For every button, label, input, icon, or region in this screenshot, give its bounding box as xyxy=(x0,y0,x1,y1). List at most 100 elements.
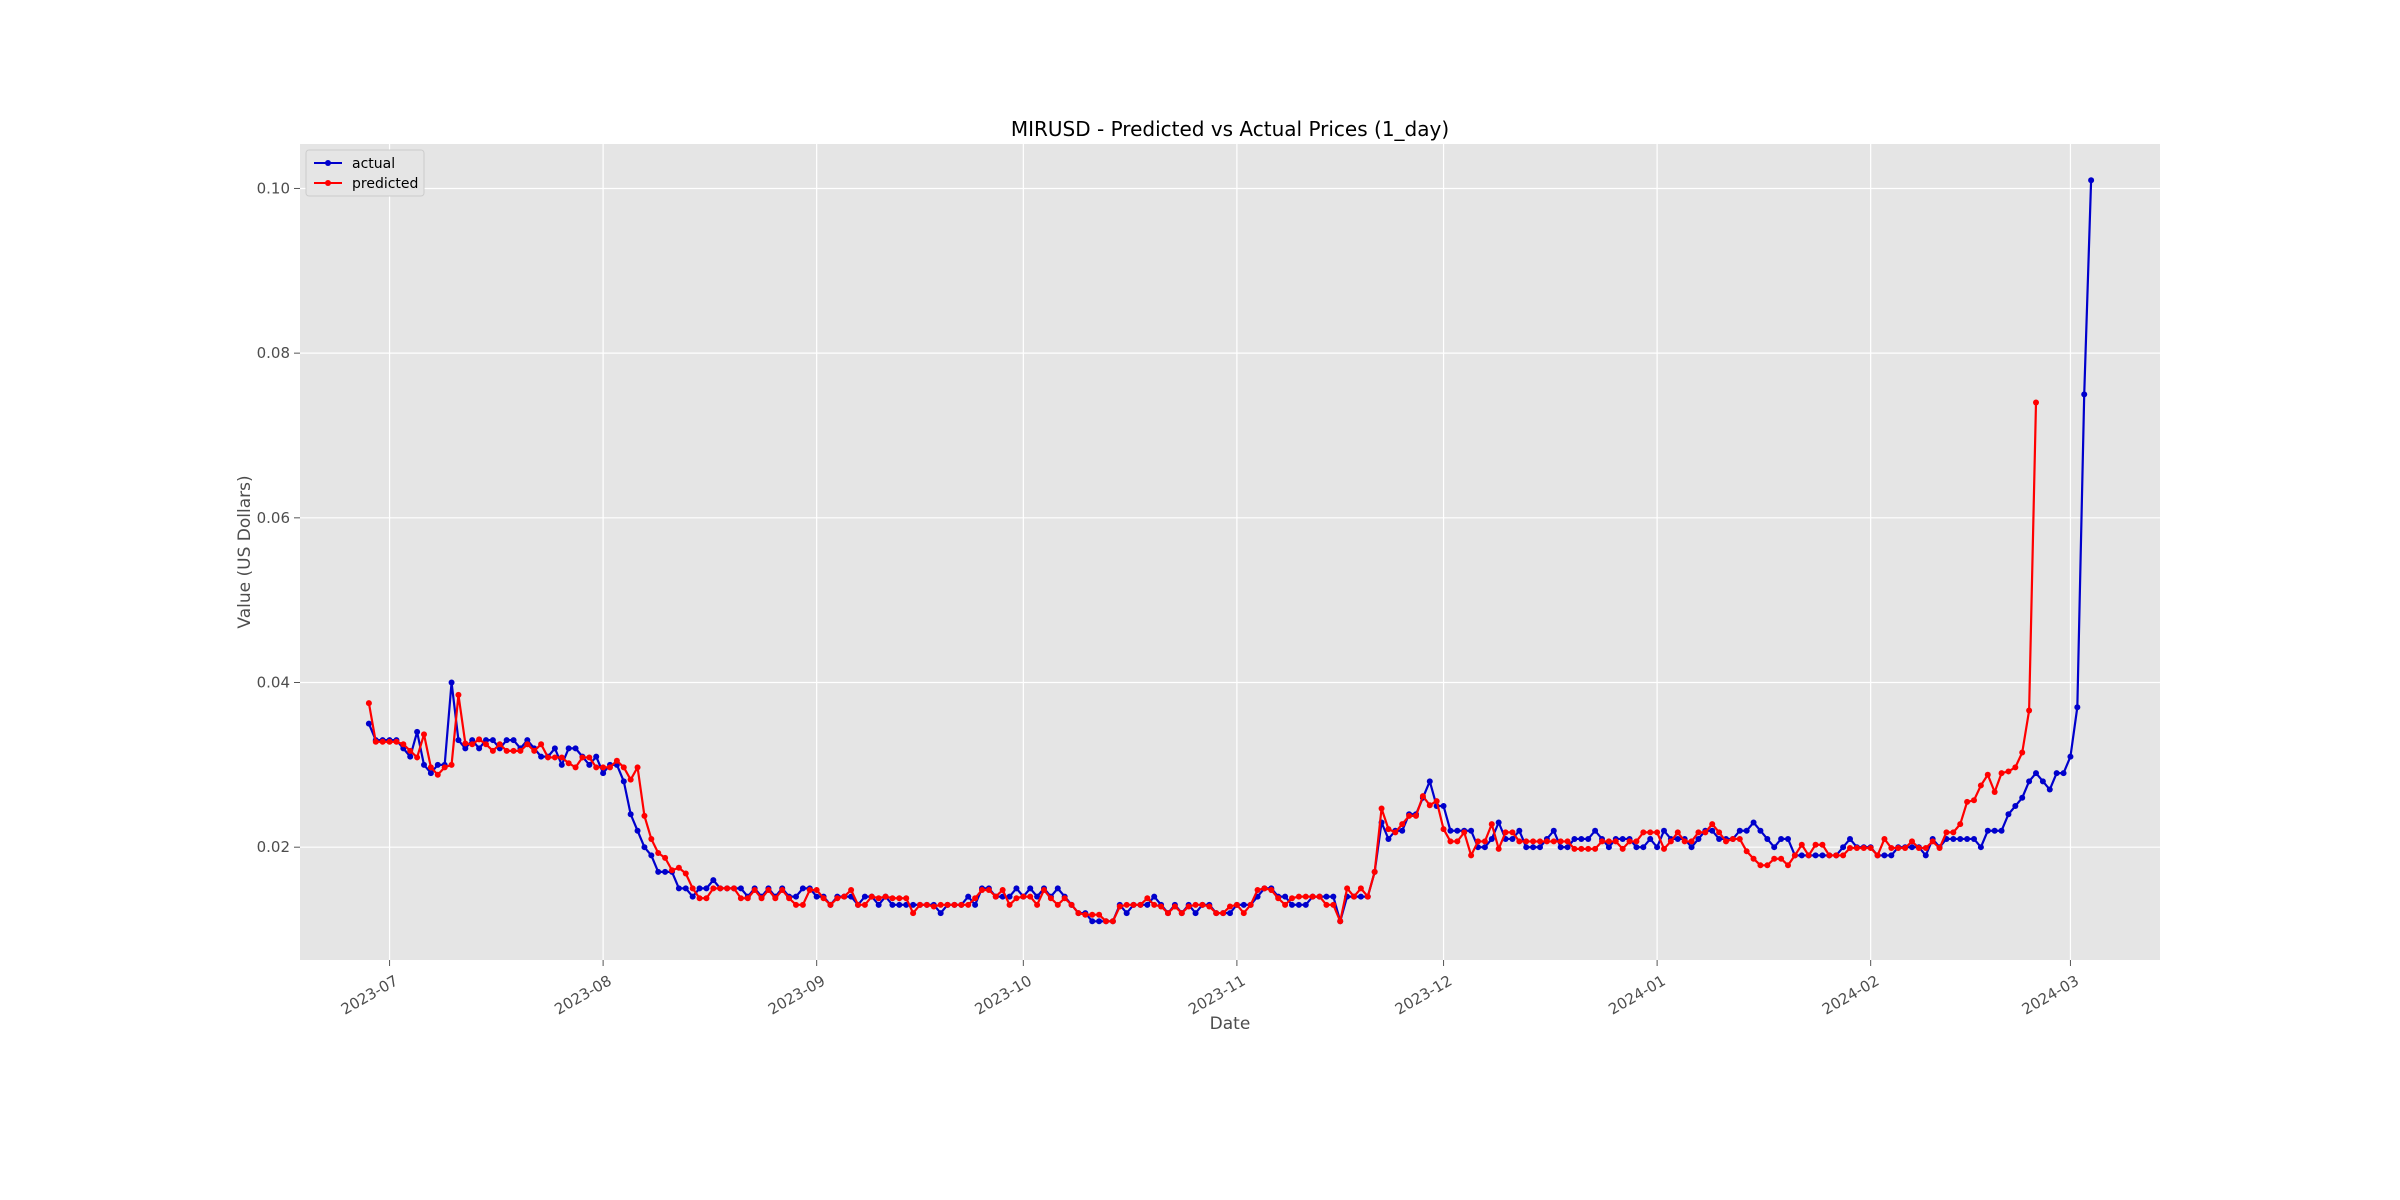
actual-point xyxy=(1054,885,1061,892)
actual-point xyxy=(2088,177,2095,184)
predicted-point xyxy=(1833,852,1840,859)
actual-point xyxy=(896,901,903,908)
actual-point xyxy=(434,761,441,768)
predicted-point xyxy=(1089,911,1096,918)
predicted-point xyxy=(1344,885,1351,892)
predicted-point xyxy=(1812,841,1819,848)
actual-point xyxy=(710,877,717,884)
actual-point xyxy=(1571,835,1578,842)
predicted-point xyxy=(737,895,744,902)
actual-point xyxy=(1991,827,1998,834)
actual-point xyxy=(972,901,979,908)
actual-point xyxy=(1964,835,1971,842)
predicted-point xyxy=(1385,826,1392,833)
predicted-point xyxy=(1523,838,1530,845)
actual-point xyxy=(1564,844,1571,851)
actual-point xyxy=(737,885,744,892)
predicted-point xyxy=(1371,868,1378,875)
actual-point xyxy=(1971,835,1977,842)
predicted-point xyxy=(441,764,448,771)
actual-point xyxy=(1089,918,1096,925)
predicted-point xyxy=(386,738,393,745)
predicted-point xyxy=(1743,848,1750,855)
legend-box xyxy=(305,149,425,197)
actual-point xyxy=(875,901,882,908)
predicted-point xyxy=(1144,895,1151,902)
predicted-point xyxy=(1433,798,1440,805)
predicted-point xyxy=(483,741,489,748)
actual-point xyxy=(1481,844,1488,851)
actual-point xyxy=(696,885,703,892)
predicted-point xyxy=(600,764,607,771)
predicted-point xyxy=(427,764,434,771)
predicted-point xyxy=(379,738,386,745)
predicted-point xyxy=(1929,838,1936,845)
predicted-point xyxy=(531,747,538,754)
predicted-point xyxy=(1247,901,1254,908)
actual-point xyxy=(627,811,634,818)
predicted-point xyxy=(579,754,586,761)
actual-point xyxy=(1605,844,1612,851)
predicted-point xyxy=(1013,895,1020,902)
actual-point xyxy=(1385,835,1392,842)
predicted-point xyxy=(2012,764,2019,771)
actual-point xyxy=(1282,893,1289,900)
predicted-point xyxy=(627,776,634,783)
predicted-point xyxy=(937,901,944,908)
predicted-point xyxy=(813,887,820,894)
predicted-point xyxy=(1537,838,1543,845)
actual-point xyxy=(2039,778,2046,785)
predicted-point xyxy=(1860,845,1867,852)
actual-point xyxy=(2067,753,2074,760)
actual-point xyxy=(662,868,669,875)
actual-point xyxy=(655,868,662,875)
series-predicted xyxy=(365,399,2039,925)
predicted-point xyxy=(1261,885,1268,892)
predicted-point xyxy=(744,895,751,902)
predicted-point xyxy=(1702,829,1709,836)
predicted-point xyxy=(2005,768,2012,775)
predicted-point xyxy=(1233,901,1240,908)
actual-point xyxy=(1357,893,1364,900)
predicted-point xyxy=(1399,821,1406,828)
predicted-point xyxy=(1943,829,1950,836)
predicted-point xyxy=(1619,845,1626,852)
predicted-point xyxy=(586,754,593,761)
predicted-point xyxy=(731,885,737,892)
actual-point xyxy=(793,893,799,900)
actual-point xyxy=(1750,819,1757,826)
predicted-point xyxy=(1847,845,1853,852)
actual-point xyxy=(675,885,682,892)
actual-point xyxy=(1950,835,1957,842)
actual-point xyxy=(483,737,489,744)
predicted-point xyxy=(1922,845,1929,852)
predicted-point xyxy=(682,870,689,877)
predicted-point xyxy=(710,885,717,892)
predicted-point xyxy=(786,895,793,902)
predicted-point xyxy=(758,895,765,902)
actual-point xyxy=(1909,844,1915,851)
predicted-point xyxy=(1805,852,1812,859)
predicted-point xyxy=(910,910,917,917)
actual-point xyxy=(1785,835,1791,842)
legend-actual-label: actual xyxy=(352,156,395,172)
predicted-point xyxy=(1798,841,1805,848)
predicted-point xyxy=(489,747,496,754)
predicted-point xyxy=(1909,838,1915,845)
actual-point xyxy=(889,901,896,908)
predicted-point xyxy=(1116,903,1123,910)
predicted-point xyxy=(827,901,834,908)
predicted-point xyxy=(551,754,558,761)
predicted-point xyxy=(372,738,379,745)
predicted-point xyxy=(462,740,469,747)
actual-point xyxy=(1537,844,1543,851)
actual-point xyxy=(1006,893,1013,900)
predicted-point xyxy=(1599,838,1605,845)
predicted-point xyxy=(1612,838,1619,845)
predicted-point xyxy=(1709,821,1716,828)
predicted-point xyxy=(1984,771,1991,778)
predicted-point xyxy=(365,700,372,707)
predicted-point xyxy=(1123,901,1130,908)
predicted-point xyxy=(1661,845,1667,852)
predicted-point xyxy=(1915,845,1922,852)
